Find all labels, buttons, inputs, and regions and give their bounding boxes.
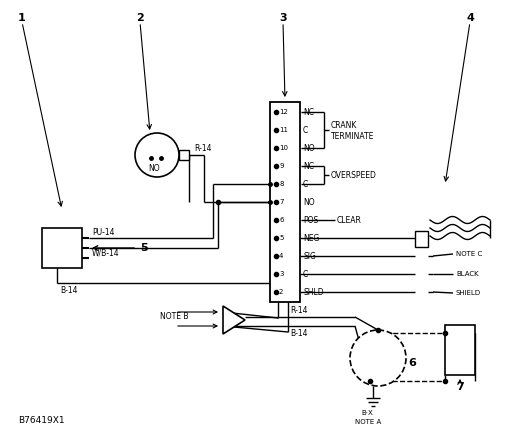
Text: 5: 5 (279, 235, 283, 241)
Text: NO: NO (148, 164, 160, 173)
Text: NOTE C: NOTE C (456, 251, 482, 257)
Text: C: C (303, 180, 308, 188)
Text: C: C (303, 269, 308, 279)
Text: R-14: R-14 (290, 306, 308, 314)
Text: NEG: NEG (303, 234, 319, 242)
Bar (270, 102, 300, 302)
Text: 3: 3 (279, 13, 287, 23)
Text: CLEAR: CLEAR (337, 215, 362, 225)
Text: 8: 8 (279, 181, 283, 187)
Text: 9: 9 (279, 163, 283, 169)
Text: 11: 11 (279, 127, 288, 133)
Text: NC: NC (303, 108, 314, 116)
Text: B·X: B·X (361, 410, 373, 416)
Bar (415, 231, 428, 247)
Text: 6: 6 (279, 217, 283, 223)
Text: 6: 6 (408, 358, 416, 368)
Text: 12: 12 (279, 109, 288, 115)
Text: 5: 5 (140, 243, 148, 253)
Text: PU-14: PU-14 (92, 228, 115, 236)
Bar (445, 325, 475, 375)
Text: 1: 1 (18, 13, 26, 23)
Text: B-14: B-14 (290, 328, 308, 337)
Text: R-14: R-14 (194, 143, 212, 153)
Text: B-14: B-14 (60, 286, 77, 294)
Bar (42, 228, 82, 268)
Text: POS: POS (303, 215, 318, 225)
Text: 2: 2 (136, 13, 144, 23)
Bar (179, 150, 189, 160)
Text: SHLD: SHLD (303, 287, 324, 296)
Text: 4: 4 (279, 253, 283, 259)
Text: 7: 7 (279, 199, 283, 205)
Text: NO: NO (303, 143, 315, 153)
Text: NOTE B: NOTE B (160, 311, 188, 320)
Text: NOTE A: NOTE A (355, 419, 381, 425)
Polygon shape (223, 306, 245, 334)
Text: 4: 4 (466, 13, 474, 23)
Text: NC: NC (303, 161, 314, 170)
Text: OVERSPEED: OVERSPEED (331, 170, 377, 180)
Text: TERMINATE: TERMINATE (331, 132, 375, 140)
Text: 2: 2 (279, 289, 283, 295)
Text: SIG: SIG (303, 252, 316, 260)
Circle shape (135, 133, 179, 177)
Text: W/B-14: W/B-14 (92, 249, 120, 258)
Text: BLACK: BLACK (456, 271, 479, 277)
Text: C: C (303, 126, 308, 134)
Text: 3: 3 (279, 271, 283, 277)
Circle shape (350, 330, 406, 386)
Text: CRANK: CRANK (331, 120, 358, 129)
Text: 7: 7 (456, 382, 464, 392)
Text: SHIELD: SHIELD (456, 290, 481, 296)
Text: 10: 10 (279, 145, 288, 151)
Text: NO: NO (303, 198, 315, 207)
Text: B76419X1: B76419X1 (18, 416, 64, 425)
